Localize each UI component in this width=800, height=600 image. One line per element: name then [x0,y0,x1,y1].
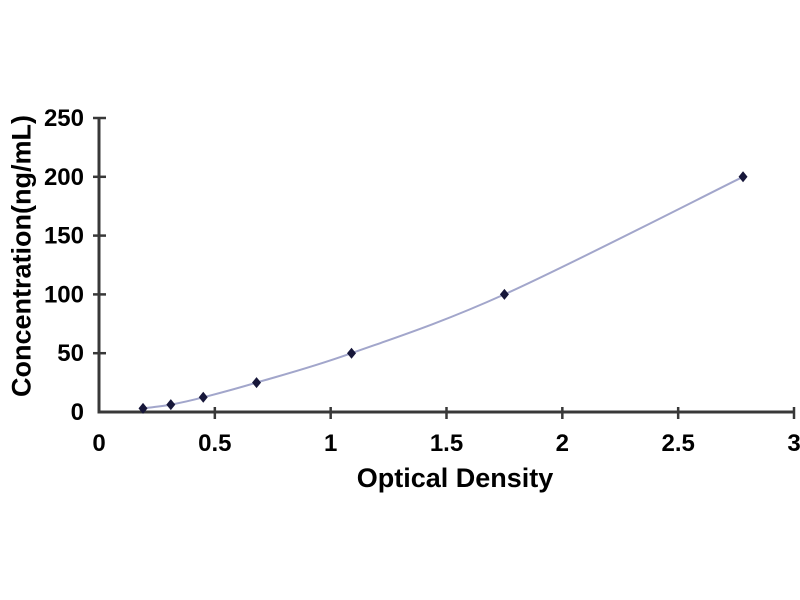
x-tick-label: 0.5 [198,430,231,457]
x-tick-label: 3 [787,430,800,457]
y-tick-label: 100 [44,281,84,308]
curve-line [142,175,744,410]
x-tick-label: 1.5 [430,430,463,457]
tick-labels: 0 0.5 1 1.5 2 2.5 3 0 50 100 150 200 250 [44,105,800,457]
y-tick-label: 250 [44,105,84,132]
y-tick-label: 150 [44,223,84,250]
data-point-marker [166,399,176,411]
data-point-marker [198,391,208,403]
y-axis-title: Concentration(ng/mL) [6,115,37,397]
axes [97,117,795,414]
data-point-marker [347,347,357,359]
y-tick-label: 50 [57,340,84,367]
tick-marks [93,116,796,419]
data-point-marker [499,288,509,300]
curve [142,175,744,410]
x-tick-label: 2.5 [661,430,694,457]
y-tick-label: 0 [71,399,84,426]
data-point-marker [738,171,748,183]
x-tick-label: 0 [92,430,105,457]
data-point-marker [138,402,148,414]
y-tick-label: 200 [44,164,84,191]
data-point-markers [138,171,748,414]
x-tick-label: 1 [324,430,337,457]
x-tick-label: 2 [556,430,569,457]
x-axis-title: Optical Density [356,463,554,493]
data-point-marker [252,377,262,389]
